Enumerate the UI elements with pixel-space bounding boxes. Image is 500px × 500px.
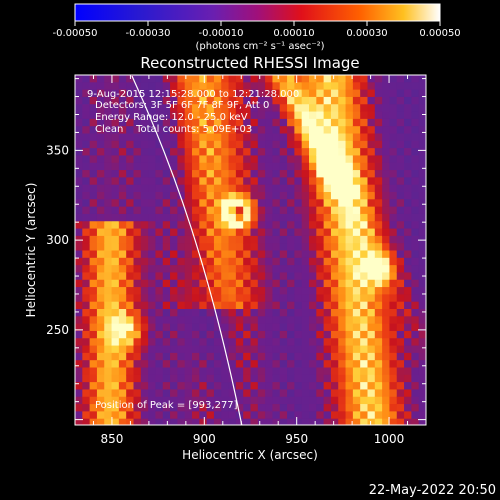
plot-title: Reconstructed RHESSI Image xyxy=(140,54,359,72)
x-axis-label: Heliocentric X (arcsec) xyxy=(182,448,318,462)
colorbar-tick-label: -0.00010 xyxy=(199,28,244,39)
x-tick-label: 1000 xyxy=(374,432,405,446)
annotation-peak: Position of Peak = [993,277] xyxy=(95,400,238,411)
colorbar-ticks: -0.00050 -0.00030 -0.00010 0.00010 0.00030 0.… xyxy=(53,21,461,39)
colorbar-tick-label: 0.00050 xyxy=(419,28,460,39)
colorbar xyxy=(74,3,441,22)
colorbar-tick-label: -0.00030 xyxy=(126,28,171,39)
x-tick-label: 900 xyxy=(193,432,216,446)
axis-ticks: 850 900 950 1000 250 300 350 xyxy=(46,75,427,446)
solar-limb-line xyxy=(131,75,243,425)
y-tick-label: 250 xyxy=(46,323,69,337)
timestamp: 22-May-2022 20:50 xyxy=(369,483,496,498)
y-tick-label: 300 xyxy=(46,233,69,247)
annotation-counts: Clean Total counts: 5.09E+03 xyxy=(95,124,252,135)
y-axis-label: Heliocentric Y (arcsec) xyxy=(24,183,38,318)
colorbar-tick-label: 0.00010 xyxy=(273,28,314,39)
x-tick-label: 850 xyxy=(100,432,123,446)
annotation-detectors: Detectors: 3F 5F 6F 7F 8F 9F, Att 0 xyxy=(95,100,269,111)
colorbar-unit-label: (photons cm⁻² s⁻¹ asec⁻²) xyxy=(195,41,324,52)
plot-frame xyxy=(74,74,427,426)
annotation-time-range: 9-Aug-2015 12:15:28.000 to 12:21:28.000 xyxy=(87,89,299,100)
colorbar-tick-label: -0.00050 xyxy=(53,28,98,39)
annotation-energy: Energy Range: 12.0 - 25.0 keV xyxy=(95,112,248,123)
y-tick-label: 350 xyxy=(46,143,69,157)
x-tick-label: 950 xyxy=(285,432,308,446)
colorbar-tick-label: 0.00030 xyxy=(346,28,387,39)
heatmap-image xyxy=(75,75,426,425)
